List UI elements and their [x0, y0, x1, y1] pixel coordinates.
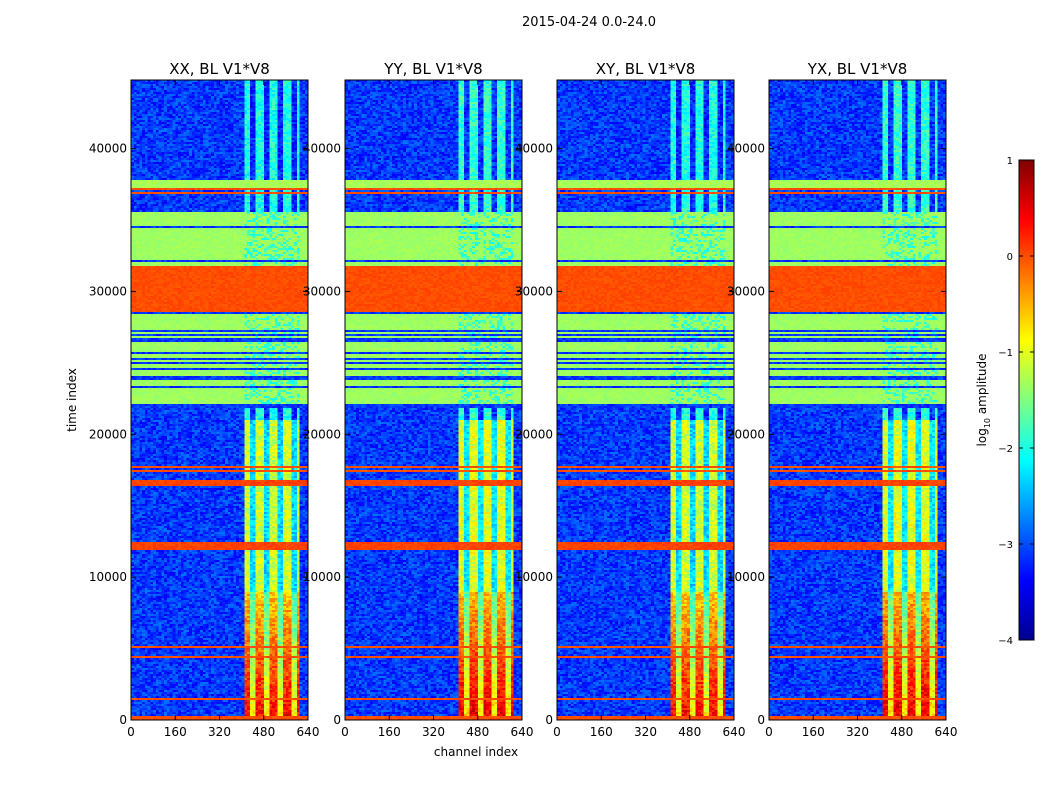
x-tick-label: 320: [422, 725, 445, 739]
colorbar-label: log10 amplitude: [975, 354, 992, 447]
heatmap-image-3: [557, 80, 734, 720]
x-tick-label: 640: [935, 725, 958, 739]
y-tick-label: 20000: [89, 427, 127, 441]
panel-1: XX, BL V1*V8 0 160 320 480 640 0 10000 20000 3000…: [89, 60, 320, 739]
colorbar-tick-label: 0: [1007, 252, 1013, 263]
x-tick-label: 480: [466, 725, 489, 739]
y-tick-label: 40000: [303, 142, 341, 156]
colorbar: 10−1−2−3−4 log10 amplitude: [975, 156, 1035, 647]
x-tick-label: 160: [378, 725, 401, 739]
x-tick-label: 0: [765, 725, 773, 739]
panels-group: XX, BL V1*V8 0 160 320 480 640 0 10000 20000 3000…: [89, 60, 958, 739]
colorbar-gradient: [1018, 159, 1035, 641]
panel-title: YY, BL V1*V8: [383, 60, 482, 78]
panel-2: YY, BL V1*V8 0 160 320 480 640 0 10000 20000 3000…: [303, 60, 534, 739]
x-tick-label: 0: [553, 725, 561, 739]
y-tick-label: 30000: [303, 284, 341, 298]
y-tick-label: 30000: [515, 284, 553, 298]
panel-title: YX, BL V1*V8: [807, 60, 908, 78]
panel-3: XY, BL V1*V8 0 160 320 480 640 0 10000 20000 3000…: [515, 60, 746, 739]
x-tick-label: 640: [297, 725, 320, 739]
x-tick-label: 640: [723, 725, 746, 739]
x-tick-label: 320: [634, 725, 657, 739]
y-tick-label: 20000: [303, 427, 341, 441]
colorbar-label-subscript: 10: [983, 418, 992, 428]
panel-title: XX, BL V1*V8: [169, 60, 270, 78]
heatmap-image-2: [345, 80, 522, 720]
y-tick-label: 0: [333, 713, 341, 727]
y-tick-label: 30000: [89, 284, 127, 298]
y-tick-label: 10000: [89, 570, 127, 584]
y-tick-label: 20000: [515, 427, 553, 441]
x-tick-label: 160: [802, 725, 825, 739]
panel-4: YX, BL V1*V8 0 160 320 480 640 0 10000 20000 3000…: [727, 60, 958, 739]
figure-suptitle: 2015-04-24 0.0-24.0: [522, 15, 656, 30]
heatmap-image-1: [131, 80, 308, 720]
y-tick-label: 10000: [515, 570, 553, 584]
y-tick-label: 10000: [303, 570, 341, 584]
y-tick-label: 40000: [727, 142, 765, 156]
x-tick-label: 480: [890, 725, 913, 739]
x-tick-label: 160: [590, 725, 613, 739]
y-axis-label: time index: [65, 368, 79, 432]
x-tick-label: 160: [164, 725, 187, 739]
x-tick-label: 320: [846, 725, 869, 739]
y-tick-label: 30000: [727, 284, 765, 298]
x-tick-label: 480: [252, 725, 275, 739]
y-tick-label: 10000: [727, 570, 765, 584]
colorbar-label-suffix: amplitude: [975, 354, 989, 418]
x-tick-label: 0: [127, 725, 135, 739]
colorbar-tick-label: −3: [998, 540, 1013, 551]
y-tick-label: 0: [119, 713, 127, 727]
colorbar-tick-label: −4: [998, 636, 1013, 647]
colorbar-label-prefix: log: [975, 428, 989, 446]
y-tick-label: 0: [545, 713, 553, 727]
y-tick-label: 40000: [89, 142, 127, 156]
x-tick-label: 480: [678, 725, 701, 739]
colorbar-tick-label: −1: [998, 348, 1013, 359]
y-tick-label: 20000: [727, 427, 765, 441]
x-tick-label: 640: [511, 725, 534, 739]
colorbar-ticks: 1 0 −1 −2 −3 −4: [998, 156, 1034, 647]
x-tick-label: 0: [341, 725, 349, 739]
colorbar-tick-label: −2: [998, 444, 1013, 455]
y-tick-label: 40000: [515, 142, 553, 156]
panel-title: XY, BL V1*V8: [596, 60, 696, 78]
y-tick-label: 0: [757, 713, 765, 727]
colorbar-tick-label: 1: [1007, 156, 1013, 167]
x-axis-label: channel index: [434, 745, 518, 759]
heatmap-image-4: [769, 80, 946, 720]
x-tick-label: 320: [208, 725, 231, 739]
